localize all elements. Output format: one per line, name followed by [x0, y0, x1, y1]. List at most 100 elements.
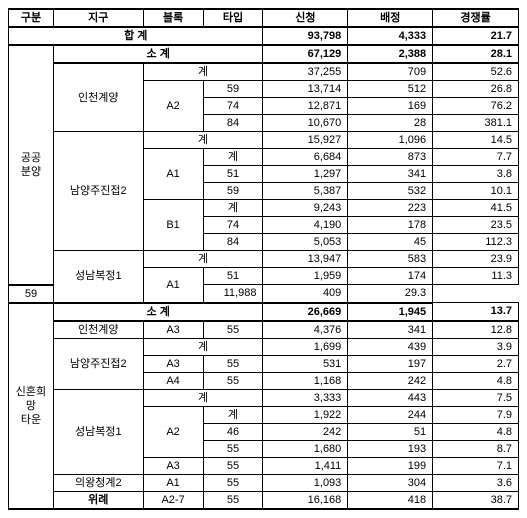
cell: 7.1	[433, 457, 519, 474]
cell: 199	[348, 457, 433, 474]
cell: 174	[348, 268, 433, 285]
cell: 46	[203, 423, 263, 440]
header-row: 구분 지구 블록 타입 신청 배정 경쟁률	[9, 9, 519, 27]
cell: 84	[203, 234, 263, 251]
cell: 12,871	[263, 98, 348, 115]
table-row: 위례 A2-7 55 16,168 418 38.7	[9, 491, 519, 509]
cell: 74	[203, 217, 263, 234]
s1g2-gye-label: 계	[143, 132, 263, 149]
cell: 4.8	[433, 372, 519, 389]
cell: 341	[348, 321, 433, 339]
cell: 12.8	[433, 321, 519, 339]
cell: 10.1	[433, 183, 519, 200]
cell: 5,387	[263, 183, 348, 200]
cell: 55	[203, 355, 263, 372]
cell: A3	[143, 355, 203, 372]
cell: 28	[348, 115, 433, 132]
col-block: 블록	[143, 9, 203, 27]
cell: 193	[348, 440, 433, 457]
s1g1-gye-label: 계	[143, 63, 263, 81]
s2g2-gye: 남양주진접2 계 1,699 439 3.9	[9, 338, 519, 355]
cell: 계	[203, 149, 263, 166]
cell: 15,927	[263, 132, 348, 149]
s2g1-area: 인천계양	[53, 321, 143, 339]
cell: 38.7	[433, 491, 519, 509]
cell: 244	[348, 406, 433, 423]
cell: 55	[203, 372, 263, 389]
cell: 242	[348, 372, 433, 389]
s1g1-gye-alloc: 709	[348, 63, 433, 81]
cell: 242	[263, 423, 348, 440]
cell: 1,680	[263, 440, 348, 457]
cell: 178	[348, 217, 433, 234]
section1-label: 공공분양	[9, 45, 54, 285]
total-label: 합 계	[9, 27, 263, 45]
cell: 16,168	[263, 491, 348, 509]
section2-sub-label: 소 계	[53, 303, 263, 321]
cell: 84	[203, 115, 263, 132]
section2-label: 신혼희망타운	[9, 303, 54, 509]
cell: 4,376	[263, 321, 348, 339]
cell: A1	[143, 474, 203, 491]
cell: 6,684	[263, 149, 348, 166]
cell: 5,053	[263, 234, 348, 251]
cell: 304	[348, 474, 433, 491]
cell: 55	[203, 491, 263, 509]
cell: 381.1	[433, 115, 519, 132]
allocation-table: 구분 지구 블록 타입 신청 배정 경쟁률 합 계 93,798 4,333 2…	[8, 8, 519, 510]
cell: 341	[348, 166, 433, 183]
col-rate: 경쟁률	[433, 9, 519, 27]
cell: 1,699	[263, 338, 348, 355]
cell: 3.9	[433, 338, 519, 355]
section1-subtotal: 공공분양 소 계 67,129 2,388 28.1	[9, 45, 519, 63]
cell: 55	[203, 440, 263, 457]
cell: 512	[348, 81, 433, 98]
cell: 1,945	[348, 303, 433, 321]
cell: 7.5	[433, 389, 519, 406]
cell: 1,093	[263, 474, 348, 491]
cell: 169	[348, 98, 433, 115]
section1-sub-alloc: 2,388	[348, 45, 433, 63]
cell: 9,243	[263, 200, 348, 217]
section1-sub-app: 67,129	[263, 45, 348, 63]
s1g2b1-block: A1	[143, 149, 203, 200]
cell: 55	[203, 474, 263, 491]
cell: 531	[263, 355, 348, 372]
cell: 11,988	[203, 285, 263, 303]
cell: 1,297	[263, 166, 348, 183]
s1g1-gye-rate: 52.6	[433, 63, 519, 81]
cell: 3.8	[433, 166, 519, 183]
cell: 45	[348, 234, 433, 251]
cell: 13,714	[263, 81, 348, 98]
cell: 계	[203, 406, 263, 423]
cell: 4,190	[263, 217, 348, 234]
cell: 418	[348, 491, 433, 509]
cell: 1,959	[263, 268, 348, 285]
cell: 51	[203, 268, 263, 285]
total-rate: 21.7	[433, 27, 519, 45]
cell: 29.3	[348, 285, 433, 303]
cell: 51	[348, 423, 433, 440]
cell: 443	[348, 389, 433, 406]
col-jigu: 지구	[53, 9, 143, 27]
cell: 계	[143, 338, 263, 355]
cell: 41.5	[433, 200, 519, 217]
s2g4-area: 의왕청계2	[53, 474, 143, 491]
s2g3b1-block: A2	[143, 406, 203, 457]
cell: 1,168	[263, 372, 348, 389]
cell: 계	[203, 200, 263, 217]
s1g2-gye: 남양주진접2 계 15,927 1,096 14.5	[9, 132, 519, 149]
cell: 59	[203, 81, 263, 98]
s1g2b2-block: B1	[143, 200, 203, 251]
cell: 10,670	[263, 115, 348, 132]
cell: 197	[348, 355, 433, 372]
s2g3-area: 성남복정1	[53, 389, 143, 474]
s1g1-area: 인천계양	[53, 63, 143, 132]
cell: 계	[143, 389, 263, 406]
section1-sub-label: 소 계	[53, 45, 263, 63]
s2g5-area: 위례	[53, 491, 143, 509]
cell: 7.7	[433, 149, 519, 166]
cell: 8.7	[433, 440, 519, 457]
s1g3-area: 성남복정1	[53, 251, 143, 303]
s2g3-gye: 성남복정1 계 3,333 443 7.5	[9, 389, 519, 406]
